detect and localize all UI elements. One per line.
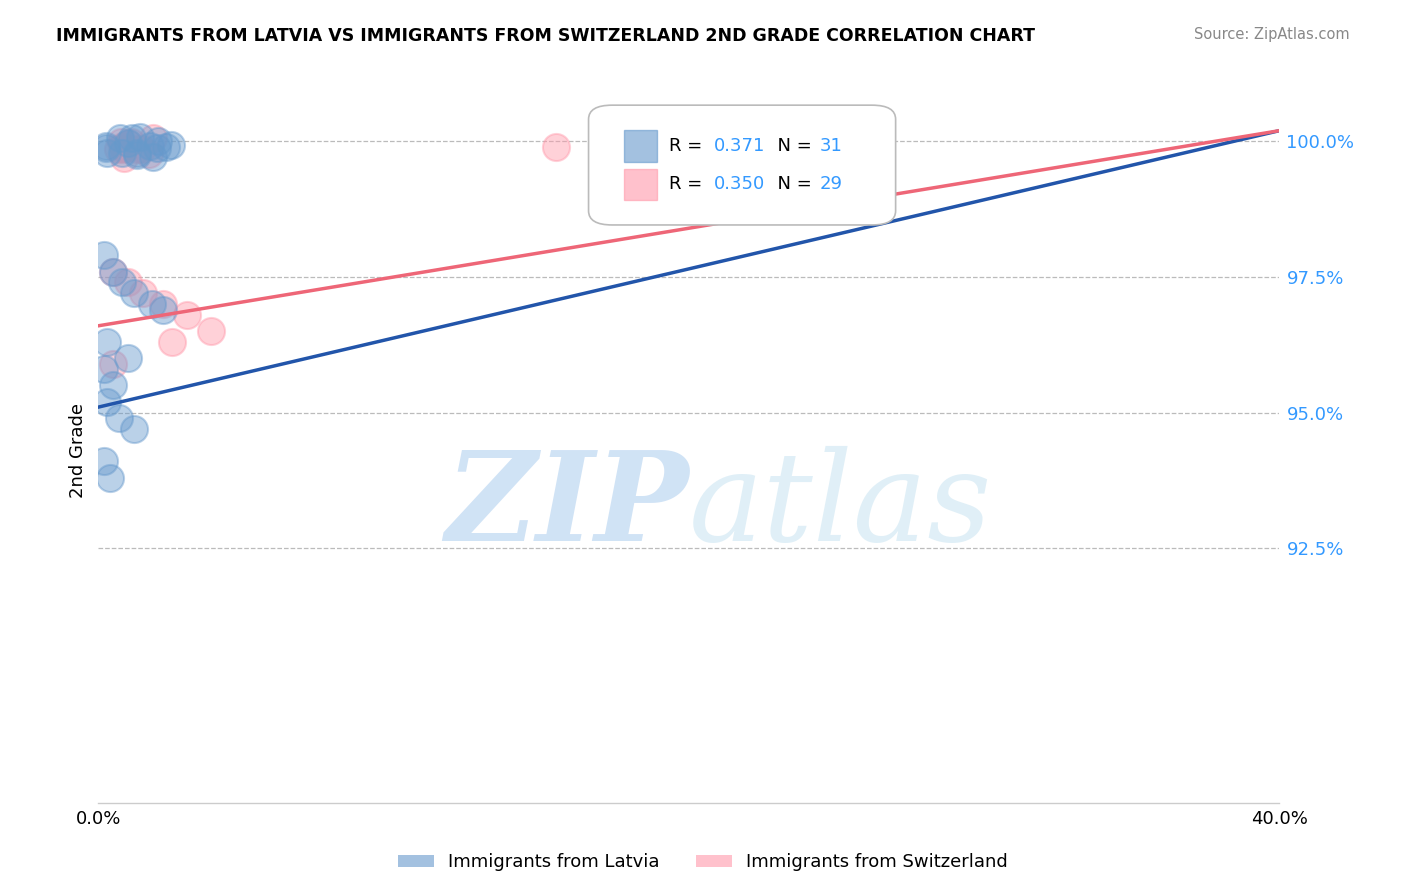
- Y-axis label: 2nd Grade: 2nd Grade: [69, 403, 87, 498]
- Point: [125, 145, 148, 160]
- Point: [152, 302, 174, 317]
- Text: R =: R =: [669, 136, 707, 154]
- Text: 0.371: 0.371: [714, 136, 765, 154]
- Text: 31: 31: [820, 136, 844, 154]
- Legend: Immigrants from Latvia, Immigrants from Switzerland: Immigrants from Latvia, Immigrants from …: [391, 847, 1015, 879]
- Text: N =: N =: [766, 136, 817, 154]
- Point: [93, 362, 115, 376]
- Text: 29: 29: [820, 176, 844, 194]
- Point: [112, 139, 135, 153]
- Point: [200, 324, 222, 338]
- Point: [110, 135, 132, 149]
- Point: [125, 148, 148, 162]
- Point: [128, 130, 150, 145]
- FancyBboxPatch shape: [589, 105, 896, 225]
- Point: [117, 136, 139, 151]
- Point: [176, 308, 198, 322]
- Text: N =: N =: [766, 176, 817, 194]
- Point: [142, 131, 165, 145]
- Point: [162, 334, 183, 349]
- Point: [855, 140, 877, 154]
- Text: ZIP: ZIP: [446, 446, 689, 567]
- Point: [93, 248, 115, 262]
- Point: [118, 136, 141, 151]
- Point: [121, 130, 143, 145]
- Point: [96, 394, 118, 409]
- Text: R =: R =: [669, 176, 707, 194]
- Point: [103, 264, 125, 278]
- Point: [132, 286, 155, 301]
- Point: [108, 411, 131, 425]
- Point: [98, 470, 121, 484]
- Point: [103, 357, 125, 371]
- Point: [120, 135, 142, 149]
- Point: [110, 131, 132, 145]
- Point: [96, 139, 118, 153]
- FancyBboxPatch shape: [624, 130, 657, 161]
- Point: [107, 141, 129, 155]
- Point: [141, 297, 163, 311]
- Point: [148, 135, 170, 149]
- Point: [145, 141, 167, 155]
- Point: [122, 286, 145, 301]
- Point: [93, 454, 115, 468]
- Point: [112, 151, 135, 165]
- Point: [125, 142, 148, 156]
- Point: [114, 141, 136, 155]
- Point: [111, 276, 134, 290]
- Point: [546, 140, 568, 154]
- Point: [117, 351, 139, 366]
- Point: [122, 422, 145, 436]
- FancyBboxPatch shape: [624, 169, 657, 201]
- Point: [111, 146, 134, 161]
- Point: [142, 150, 165, 164]
- Point: [96, 146, 118, 161]
- Point: [138, 139, 160, 153]
- Text: IMMIGRANTS FROM LATVIA VS IMMIGRANTS FROM SWITZERLAND 2ND GRADE CORRELATION CHAR: IMMIGRANTS FROM LATVIA VS IMMIGRANTS FRO…: [56, 27, 1035, 45]
- Point: [103, 378, 125, 392]
- Point: [96, 334, 118, 349]
- Point: [159, 137, 181, 152]
- Text: atlas: atlas: [689, 446, 993, 567]
- Text: 0.350: 0.350: [714, 176, 765, 194]
- Point: [112, 142, 135, 156]
- Point: [155, 140, 177, 154]
- Point: [138, 146, 160, 161]
- Point: [117, 276, 139, 290]
- Text: Source: ZipAtlas.com: Source: ZipAtlas.com: [1194, 27, 1350, 42]
- Point: [131, 142, 153, 156]
- Point: [103, 264, 125, 278]
- Point: [152, 297, 174, 311]
- Point: [94, 140, 117, 154]
